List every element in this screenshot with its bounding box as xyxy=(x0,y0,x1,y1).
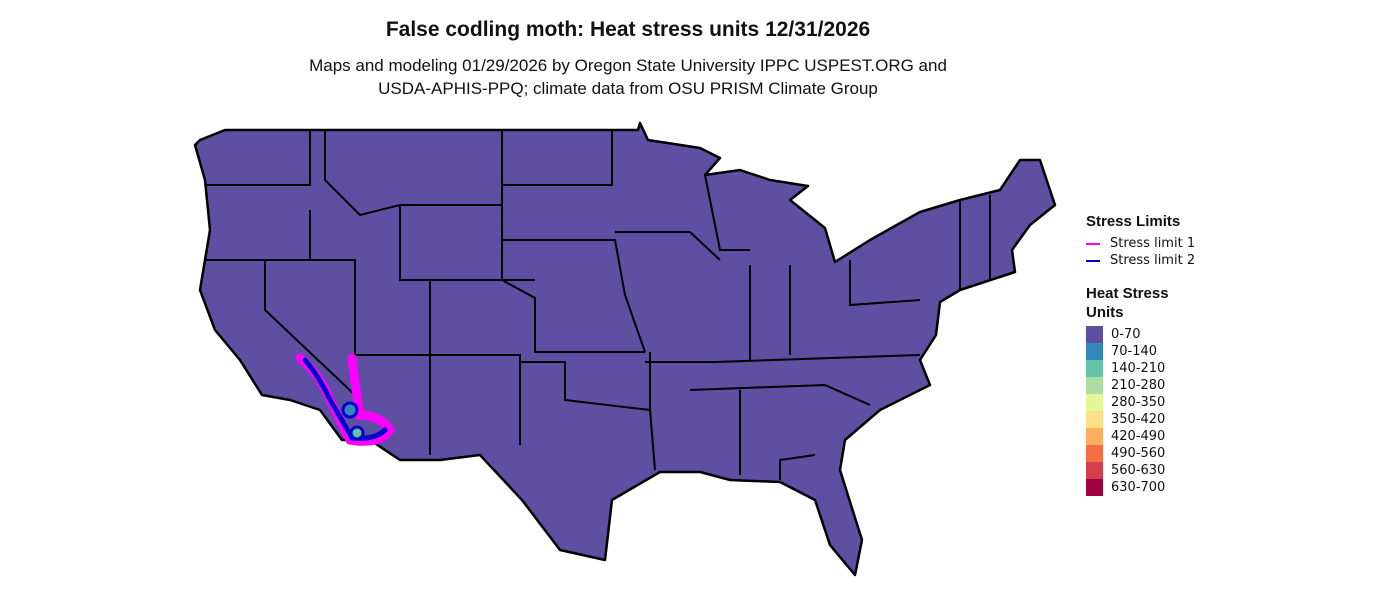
heat-legend-item: 560-630 xyxy=(1086,462,1195,479)
legend-color-swatch xyxy=(1086,479,1103,496)
legend-label: 0-70 xyxy=(1111,327,1141,342)
map-title: False codling moth: Heat stress units 12… xyxy=(385,18,871,41)
legend-label: Stress limit 2 xyxy=(1110,253,1196,268)
legend-label: 630-700 xyxy=(1111,480,1166,495)
subtitle-line-2: USDA-APHIS-PPQ; climate data from OSU PR… xyxy=(378,79,878,98)
us-outline xyxy=(193,121,1057,577)
legend-color-swatch xyxy=(1086,360,1103,377)
heat-legend-item: 140-210 xyxy=(1086,360,1195,377)
stress-limit-areas xyxy=(295,353,396,446)
heat-title-line-1: Heat Stress xyxy=(1086,285,1169,302)
legend-color-swatch xyxy=(1086,428,1103,445)
legend-color-swatch xyxy=(1086,445,1103,462)
heat-title-line-2: Units xyxy=(1086,304,1124,321)
legend-color-swatch xyxy=(1086,411,1103,428)
legend-color-swatch xyxy=(1086,326,1103,343)
heat-legend-item: 350-420 xyxy=(1086,411,1195,428)
us-map xyxy=(193,121,1057,577)
heat-legend-item: 0-70 xyxy=(1086,326,1195,343)
legend-color-swatch xyxy=(1086,343,1103,360)
heat-legend-item: 280-350 xyxy=(1086,394,1195,411)
heat-title: Heat Stress Units xyxy=(1086,284,1195,322)
legend-line-swatch xyxy=(1086,242,1100,245)
legend-color-swatch xyxy=(1086,394,1103,411)
legend-label: 560-630 xyxy=(1111,463,1166,478)
legend-color-swatch xyxy=(1086,462,1103,479)
map-subtitle: Maps and modeling 01/29/2026 by Oregon S… xyxy=(0,54,1256,100)
heat-legend-item: 630-700 xyxy=(1086,479,1195,496)
state-borders xyxy=(205,130,991,480)
heat-legend-item: 490-560 xyxy=(1086,445,1195,462)
legend-label: 420-490 xyxy=(1111,429,1166,444)
stress-legend-item: Stress limit 1 xyxy=(1086,235,1195,252)
stress-limits-title: Stress Limits xyxy=(1086,213,1181,230)
legend-label: 490-560 xyxy=(1111,446,1166,461)
legend-color-swatch xyxy=(1086,377,1103,394)
legend-line-swatch xyxy=(1086,259,1100,262)
legend-label: 140-210 xyxy=(1111,361,1166,376)
legend-label: Stress limit 1 xyxy=(1110,236,1196,251)
stress-legend-item: Stress limit 2 xyxy=(1086,252,1195,269)
legend-label: 280-350 xyxy=(1111,395,1166,410)
legend-label: 210-280 xyxy=(1111,378,1166,393)
legend-label: 70-140 xyxy=(1111,344,1158,359)
legend-label: 350-420 xyxy=(1111,412,1166,427)
legend: Stress Limits Stress limit 1 Stress limit… xyxy=(1086,212,1195,496)
heat-legend-item: 420-490 xyxy=(1086,428,1195,445)
heat-legend-item: 70-140 xyxy=(1086,343,1195,360)
heat-legend-item: 210-280 xyxy=(1086,377,1195,394)
subtitle-line-1: Maps and modeling 01/29/2026 by Oregon S… xyxy=(309,56,947,75)
